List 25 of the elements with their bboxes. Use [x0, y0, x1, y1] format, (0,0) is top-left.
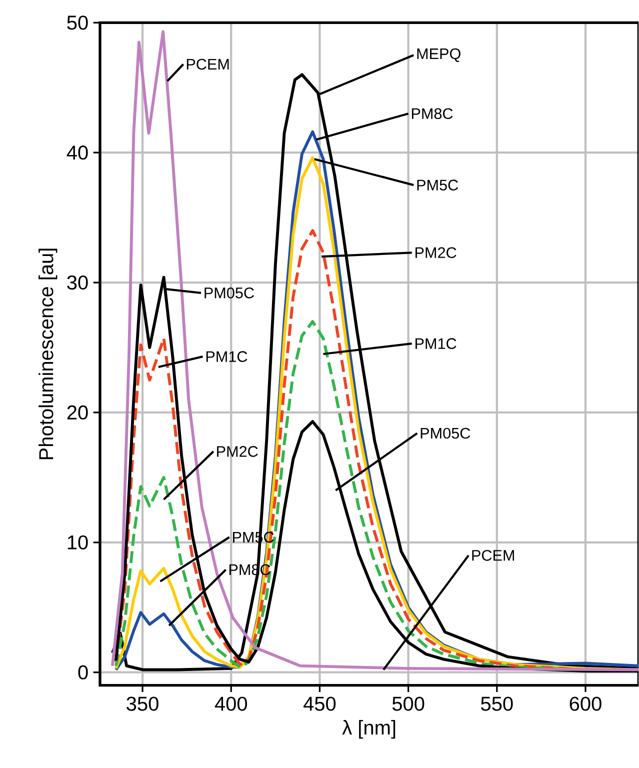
x-tick-label: 450: [304, 696, 336, 711]
annotation: PM1C: [206, 351, 248, 362]
y-tick-label: 30: [67, 275, 88, 290]
y-tick-label: 40: [67, 146, 88, 160]
x-tick-label: 600: [570, 696, 602, 711]
annotation: PM8C: [412, 108, 453, 120]
annotation: PM05C: [421, 428, 470, 439]
annotation: PCEM: [187, 58, 229, 70]
x-axis-title: λ [nm]: [342, 720, 396, 739]
annotation: PM2C: [416, 247, 456, 258]
annotation: PM05C: [204, 288, 254, 298]
y-tick-label: 0: [78, 665, 88, 680]
annotation: PM1C: [416, 338, 456, 350]
y-tick-label: 20: [68, 405, 88, 420]
annotation: MEPQ: [417, 48, 461, 62]
y-tick-label: 50: [67, 16, 88, 30]
annotation: PM5C: [417, 180, 458, 191]
x-tick-label: 350: [126, 696, 159, 711]
annotation: PCEM: [472, 550, 514, 561]
y-tick-label: 10: [68, 535, 88, 550]
y-axis-title: Photoluminescence [au]: [38, 248, 58, 460]
x-tick-label: 550: [481, 696, 513, 711]
annotation: PM2C: [217, 446, 258, 457]
x-tick-label: 500: [392, 696, 424, 711]
x-tick-label: 400: [215, 696, 248, 711]
